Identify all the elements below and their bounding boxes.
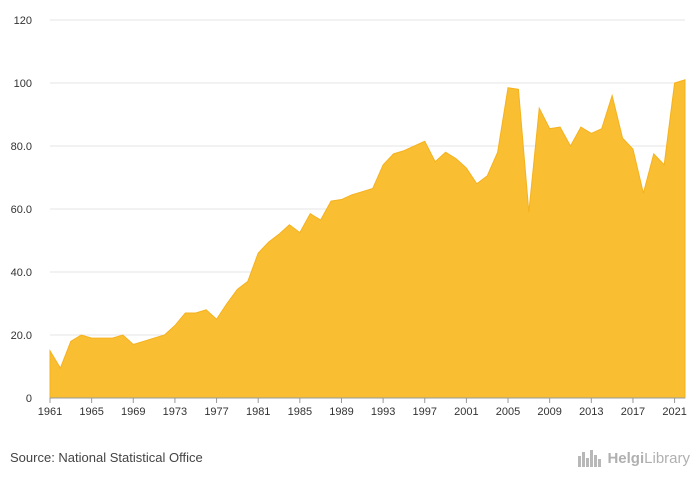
x-axis-ticks: 1961 1965 1969 1973 1977 1981 1985 1989 1993 1997… [38,398,687,418]
x-tick-label: 1989 [329,406,353,418]
x-tick-label: 1961 [38,406,62,418]
x-tick-label: 2021 [662,406,686,418]
helgi-library-logo-icon [578,450,602,467]
y-tick-label: 60.0 [11,204,32,216]
x-tick-label: 1993 [371,406,395,418]
x-tick-label: 1977 [204,406,228,418]
y-tick-label: 40.0 [11,267,32,279]
area-chart: 0 20.0 40.0 60.0 80.0 100 120 1961 1965 1969 1973… [11,15,687,418]
x-tick-label: 1965 [79,406,103,418]
brand-logo: HelgiLibrary [577,448,690,468]
x-tick-label: 1973 [163,406,187,418]
x-tick-label: 2017 [621,406,645,418]
y-tick-label: 0 [26,393,32,405]
x-tick-label: 1997 [413,406,437,418]
y-tick-label: 20.0 [11,330,32,342]
y-tick-label: 80.0 [11,141,32,153]
x-tick-label: 1981 [246,406,270,418]
y-tick-label: 120 [14,15,32,27]
x-tick-label: 2005 [496,406,520,418]
brand-name-regular: Library [644,449,690,467]
source-note: Source: National Statistical Office [10,450,203,465]
area-series [49,79,686,399]
x-tick-label: 2009 [537,406,561,418]
brand-name-bold: Helgi [607,449,645,467]
x-tick-label: 1969 [121,406,145,418]
y-tick-label: 100 [14,78,32,90]
x-tick-label: 2013 [579,406,603,418]
area-fill [49,79,686,399]
chart-footer: Source: National Statistical Office Helg… [0,440,700,483]
y-axis: 0 20.0 40.0 60.0 80.0 100 120 [11,15,32,405]
x-tick-label: 1985 [288,406,312,418]
x-tick-label: 2001 [454,406,478,418]
